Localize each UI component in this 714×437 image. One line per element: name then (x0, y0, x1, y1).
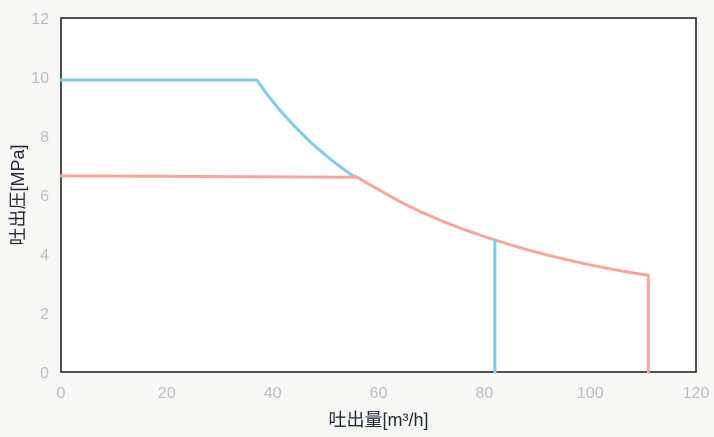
y-tick-label-5: 10 (31, 70, 49, 87)
series-line-2 (59, 174, 650, 374)
x-tick-label-2: 40 (264, 385, 282, 402)
y-tick-label-3: 6 (40, 188, 49, 205)
x-tick-label-1: 20 (158, 385, 176, 402)
x-tick-label-6: 120 (683, 385, 710, 402)
x-tick-label-3: 60 (370, 385, 388, 402)
x-tick-label-5: 100 (577, 385, 604, 402)
x-tick-label-4: 80 (475, 385, 493, 402)
plot-area (60, 17, 697, 373)
y-tick-label-6: 12 (31, 11, 49, 28)
x-tick-label-0: 0 (57, 385, 66, 402)
y-tick-label-4: 8 (40, 129, 49, 146)
plot-layer (59, 17, 697, 374)
y-tick-label-1: 2 (40, 306, 49, 323)
y-axis-title: 吐出圧[MPa] (8, 144, 28, 245)
y-tick-label-0: 0 (40, 365, 49, 382)
y-tick-label-2: 4 (40, 247, 49, 264)
series-line-1 (59, 78, 359, 179)
x-axis-title: 吐出量[m³/h] (328, 410, 428, 430)
y-tick-labels: 0 2 4 6 8 10 12 (31, 11, 49, 382)
x-tick-labels: 0 20 40 60 80 100 120 (57, 385, 710, 402)
